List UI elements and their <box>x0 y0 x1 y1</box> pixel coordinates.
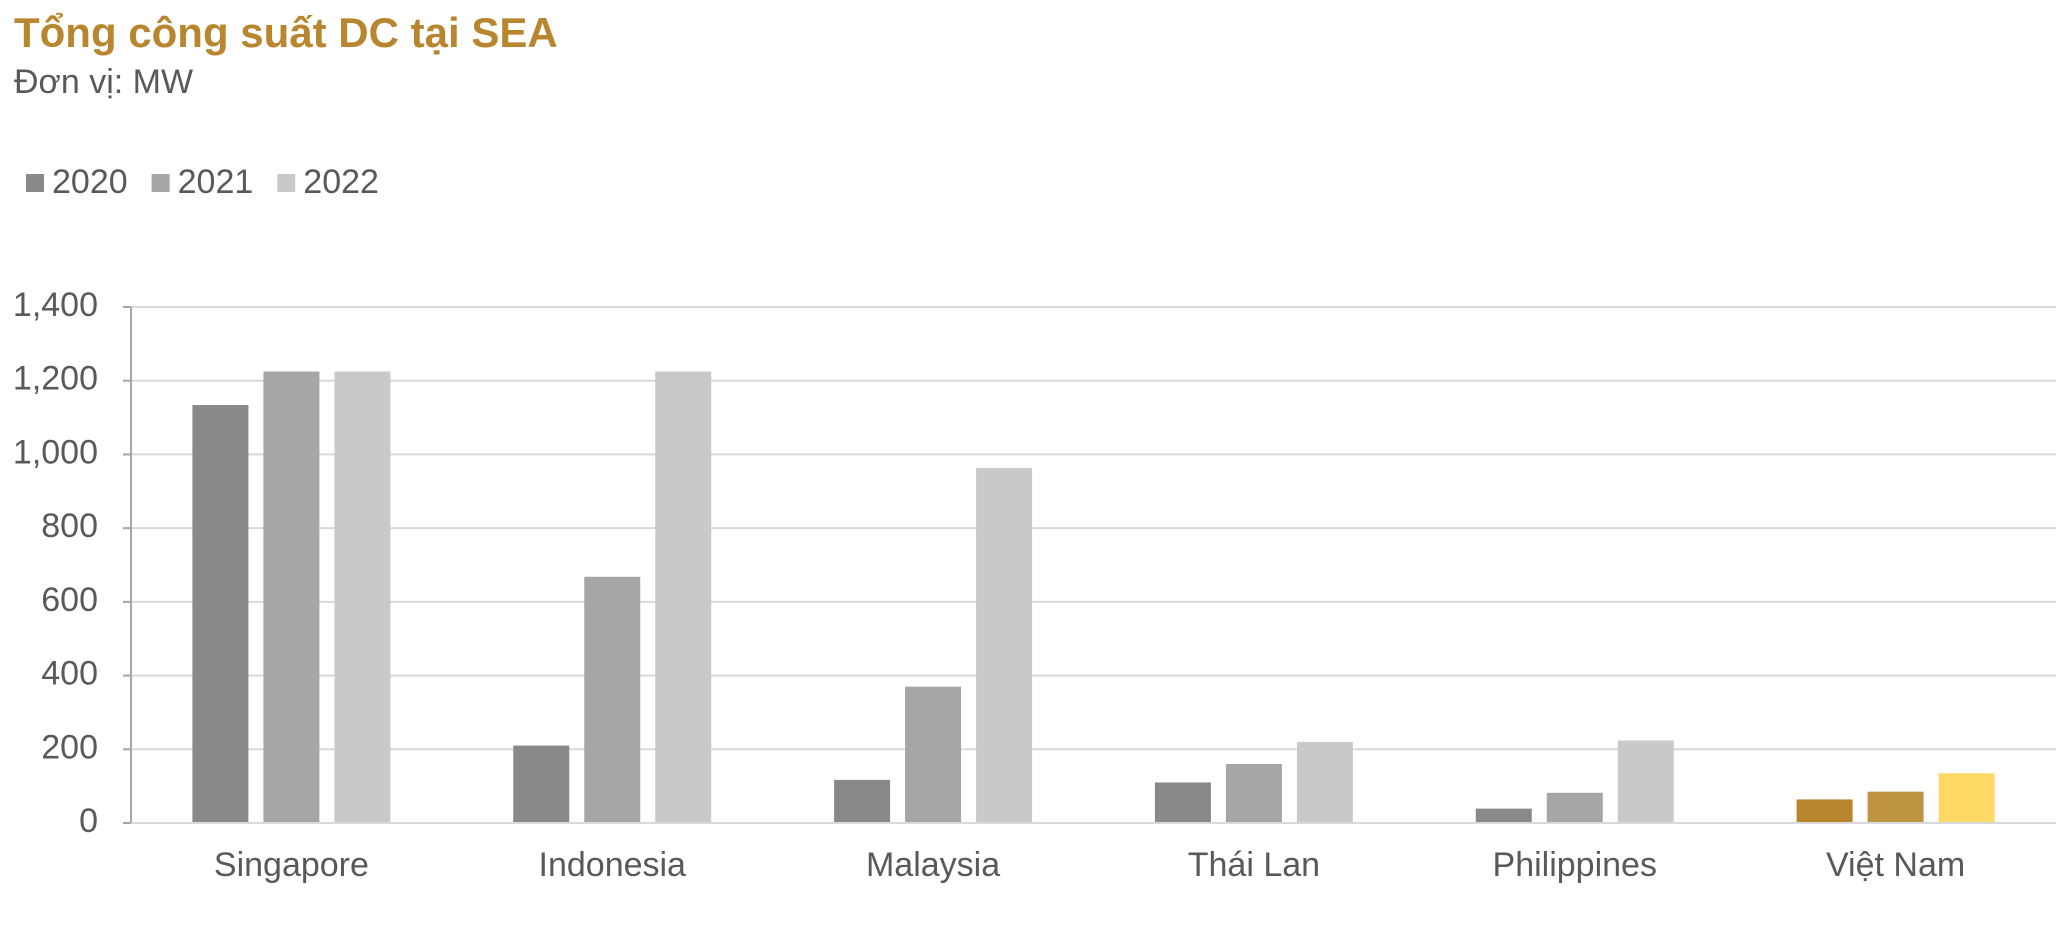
x-tick-label: Thái Lan <box>1188 846 1320 884</box>
legend-label: 2021 <box>178 163 254 201</box>
x-tick-label: Malaysia <box>866 846 1000 884</box>
y-tick-label: 600 <box>41 581 98 619</box>
y-tick-label: 1,400 <box>13 286 98 324</box>
legend-label: 2022 <box>303 163 379 201</box>
y-tick-label: 800 <box>41 507 98 545</box>
bar <box>1796 799 1853 823</box>
bar <box>263 371 320 823</box>
legend-label: 2020 <box>52 163 128 201</box>
bar <box>1546 792 1603 823</box>
bar <box>584 576 641 823</box>
bar <box>1475 808 1532 823</box>
bar <box>1225 764 1282 823</box>
bar <box>1867 791 1924 823</box>
bar <box>1938 773 1995 823</box>
y-tick-label: 1,000 <box>13 433 98 471</box>
y-tick-label: 200 <box>41 728 98 766</box>
x-tick-label: Indonesia <box>539 846 687 884</box>
y-tick-label: 1,200 <box>13 360 98 398</box>
bar <box>976 468 1033 823</box>
legend-swatch <box>151 174 170 192</box>
bar <box>1296 741 1353 823</box>
y-tick-label: 0 <box>79 802 98 840</box>
bar <box>834 779 891 823</box>
bar <box>655 371 712 823</box>
bar <box>1154 782 1211 823</box>
x-tick-label: Việt Nam <box>1826 846 1965 884</box>
chart-title: Tổng công suất DC tại SEA <box>14 9 558 56</box>
x-tick-label: Philippines <box>1493 846 1657 884</box>
bar <box>1617 740 1674 823</box>
bar <box>334 371 391 823</box>
x-tick-label: Singapore <box>214 846 369 884</box>
bar <box>192 405 249 823</box>
y-tick-label: 400 <box>41 655 98 693</box>
bar <box>905 686 962 823</box>
bar <box>513 745 570 823</box>
legend-swatch <box>277 174 296 192</box>
chart-subtitle: Đơn vị: MW <box>14 63 193 101</box>
legend-swatch <box>26 174 44 192</box>
